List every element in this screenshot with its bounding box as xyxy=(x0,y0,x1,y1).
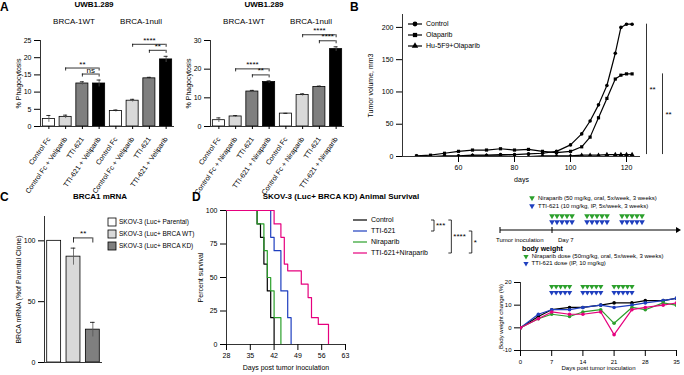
svg-text:50: 50 xyxy=(210,274,218,281)
svg-text:25: 25 xyxy=(210,307,218,314)
svg-text:80: 80 xyxy=(511,164,519,171)
svg-text:TTI-621+Niraparib: TTI-621+Niraparib xyxy=(371,249,428,257)
svg-text:Tumor inoculation: Tumor inoculation xyxy=(496,237,543,243)
svg-text:0: 0 xyxy=(390,153,394,160)
svg-text:0: 0 xyxy=(519,359,523,365)
svg-text:Body weight change (%): Body weight change (%) xyxy=(498,284,504,349)
svg-text:TTI-621 + Niraparib: TTI-621 + Niraparib xyxy=(298,136,340,191)
svg-text:0: 0 xyxy=(28,123,32,130)
svg-text:Control Fc + Veliparib: Control Fc + Veliparib xyxy=(91,136,136,196)
svg-text:****: **** xyxy=(246,60,258,69)
svg-text:35: 35 xyxy=(673,359,680,365)
svg-text:BRCA-1WT: BRCA-1WT xyxy=(223,17,265,26)
svg-text:0: 0 xyxy=(508,325,512,331)
svg-text:SKOV-3 (Luc+ Parental): SKOV-3 (Luc+ Parental) xyxy=(119,218,189,226)
svg-text:7: 7 xyxy=(550,359,554,365)
svg-text:ns: ns xyxy=(87,66,95,75)
svg-text:BRCA-1null: BRCA-1null xyxy=(290,17,332,26)
svg-text:Control Fc + Veliparib: Control Fc + Veliparib xyxy=(24,136,69,196)
svg-text:150: 150 xyxy=(382,56,394,63)
svg-text:120: 120 xyxy=(621,164,633,171)
svg-text:Niraparib (50 mg/kg, oral, 5x/: Niraparib (50 mg/kg, oral, 5x/week, 3 we… xyxy=(538,195,657,201)
svg-text:15: 15 xyxy=(24,71,32,78)
svg-text:10: 10 xyxy=(194,94,202,101)
svg-text:Tumor volume, mm3: Tumor volume, mm3 xyxy=(367,53,374,117)
svg-text:*: * xyxy=(474,238,477,247)
svg-text:Hu-5F9+Olaparib: Hu-5F9+Olaparib xyxy=(426,42,480,50)
svg-text:BRCA-1null: BRCA-1null xyxy=(120,17,162,26)
svg-text:-10: -10 xyxy=(503,347,512,353)
svg-text:Days post tumor inoculation: Days post tumor inoculation xyxy=(243,364,329,372)
svg-text:****: **** xyxy=(143,36,155,45)
svg-text:Control: Control xyxy=(426,20,449,27)
svg-text:****: **** xyxy=(453,232,465,241)
svg-text:TTI-621 (10 mg/kg, IP, 5x/week: TTI-621 (10 mg/kg, IP, 5x/week, 3 weeks) xyxy=(538,203,648,209)
svg-text:20: 20 xyxy=(194,65,202,72)
svg-text:Days post tumor inoculation: Days post tumor inoculation xyxy=(561,365,635,371)
svg-text:days: days xyxy=(514,176,529,184)
svg-text:Niraparib: Niraparib xyxy=(371,238,400,246)
svg-text:49: 49 xyxy=(294,352,302,359)
svg-text:0: 0 xyxy=(214,341,218,348)
svg-text:**: ** xyxy=(79,60,85,69)
svg-text:100: 100 xyxy=(206,207,218,214)
svg-text:10: 10 xyxy=(505,302,512,308)
svg-text:5: 5 xyxy=(28,106,32,113)
svg-text:200: 200 xyxy=(382,24,394,31)
svg-text:**: ** xyxy=(650,85,656,94)
svg-text:100: 100 xyxy=(565,164,577,171)
svg-text:60: 60 xyxy=(455,164,463,171)
svg-text:% Phagocytosis: % Phagocytosis xyxy=(185,58,193,108)
svg-text:TTI-621 + Veliparib: TTI-621 + Veliparib xyxy=(129,136,170,189)
svg-text:100: 100 xyxy=(24,237,36,244)
svg-text:SKOV-3 (Luc+ BRCA KD): SKOV-3 (Luc+ BRCA KD) xyxy=(119,242,193,250)
svg-text:**: ** xyxy=(80,229,86,238)
svg-text:TTI-621: TTI-621 xyxy=(371,227,396,234)
svg-text:50: 50 xyxy=(28,298,36,305)
svg-text:****: **** xyxy=(313,26,325,35)
svg-text:63: 63 xyxy=(342,352,350,359)
svg-text:50: 50 xyxy=(386,120,394,127)
svg-text:Percent survival: Percent survival xyxy=(197,252,204,302)
svg-text:0: 0 xyxy=(198,123,202,130)
svg-text:0: 0 xyxy=(32,359,36,366)
svg-text:***: *** xyxy=(436,221,445,230)
svg-text:25: 25 xyxy=(24,37,32,44)
svg-text:BRCA mRNA (%of Parental Clone): BRCA mRNA (%of Parental Clone) xyxy=(15,235,23,343)
svg-text:Control: Control xyxy=(371,216,394,223)
svg-text:28: 28 xyxy=(642,359,649,365)
svg-text:100: 100 xyxy=(382,88,394,95)
svg-text:75: 75 xyxy=(210,240,218,247)
svg-text:42: 42 xyxy=(270,352,278,359)
svg-text:30: 30 xyxy=(194,37,202,44)
svg-text:20: 20 xyxy=(24,54,32,61)
svg-text:35: 35 xyxy=(246,352,254,359)
svg-text:20: 20 xyxy=(505,279,512,285)
svg-text:28: 28 xyxy=(223,352,231,359)
svg-text:SKOV-3 (Luc+ BRCA WT): SKOV-3 (Luc+ BRCA WT) xyxy=(119,230,194,238)
svg-text:56: 56 xyxy=(318,352,326,359)
svg-text:BRCA-1WT: BRCA-1WT xyxy=(53,17,95,26)
svg-text:Olaparib: Olaparib xyxy=(426,31,453,39)
svg-text:% Phagocytosis: % Phagocytosis xyxy=(15,58,23,108)
svg-text:10: 10 xyxy=(24,88,32,95)
svg-text:**: ** xyxy=(666,110,672,119)
svg-text:Day 7: Day 7 xyxy=(558,237,574,243)
